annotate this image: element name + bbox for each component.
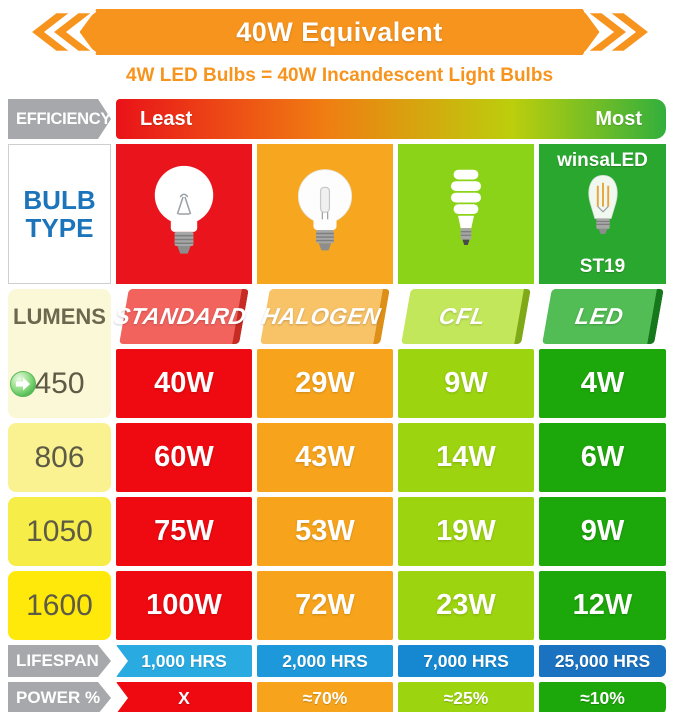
led-bulb-cell: winsaLED ST19 <box>539 144 666 284</box>
cfl-spiral-bulb-icon <box>450 169 482 245</box>
lumens-value: 806 <box>34 440 85 474</box>
double-chevron-left-icon <box>27 10 96 54</box>
watt-cell: 9W <box>398 349 534 418</box>
lifespan-label: LIFESPAN <box>8 645 111 677</box>
column-header-cfl: CFL <box>401 289 531 344</box>
watt-cell: 4W <box>539 349 666 418</box>
halogen-bulb-cell <box>257 144 393 284</box>
halogen-bulb-icon <box>297 169 353 251</box>
led-filament-bulb-icon <box>587 174 618 235</box>
lumens-1600: 1600 <box>8 571 111 640</box>
lifespan-cell: 25,000 HRS <box>539 645 666 677</box>
comparison-table: EFFICIENCY Least Most BULB TYPE <box>8 99 669 712</box>
lumens-value: 1600 <box>26 588 93 622</box>
power-cell: X <box>116 682 252 712</box>
lumens-value: 1050 <box>26 514 93 548</box>
column-header-standard: STANDARD <box>113 289 249 344</box>
watt-cell: 14W <box>398 423 534 492</box>
power-label: POWER % <box>8 682 111 712</box>
green-arrow-icon <box>10 370 36 397</box>
efficiency-most: Most <box>595 107 642 130</box>
power-cell: ≈70% <box>257 682 393 712</box>
power-cell: ≈25% <box>398 682 534 712</box>
efficiency-gradient-bar: Least Most <box>116 99 666 139</box>
watt-cell: 40W <box>116 349 252 418</box>
watt-cell: 53W <box>257 497 393 566</box>
banner-title: 40W Equivalent <box>80 9 600 55</box>
efficiency-label: EFFICIENCY <box>8 99 111 139</box>
watt-cell: 9W <box>539 497 666 566</box>
cfl-bulb-cell <box>398 144 534 284</box>
banner-row: 40W Equivalent <box>0 8 679 56</box>
watt-cell: 75W <box>116 497 252 566</box>
efficiency-least: Least <box>140 107 193 130</box>
column-header-led: LED <box>541 289 664 344</box>
watt-cell: 60W <box>116 423 252 492</box>
lifespan-cell: 7,000 HRS <box>398 645 534 677</box>
lumens-450: 450 <box>8 349 111 418</box>
subtitle: 4W LED Bulbs = 40W Incandescent Light Bu… <box>125 65 554 86</box>
led-model: ST19 <box>579 256 626 277</box>
lifespan-cell: 1,000 HRS <box>116 645 252 677</box>
watt-cell: 100W <box>116 571 252 640</box>
watt-cell: 6W <box>539 423 666 492</box>
standard-bulb-cell <box>116 144 252 284</box>
watt-cell: 43W <box>257 423 393 492</box>
watt-cell: 12W <box>539 571 666 640</box>
watt-cell: 23W <box>398 571 534 640</box>
led-brand: winsaLED <box>557 150 648 171</box>
column-header-halogen: HALOGEN <box>260 289 390 344</box>
watt-cell: 29W <box>257 349 393 418</box>
watt-cell: 19W <box>398 497 534 566</box>
lumens-value: 450 <box>34 366 85 400</box>
lumens-header: LUMENS <box>8 289 111 350</box>
power-cell: ≈10% <box>539 682 666 712</box>
bulb-type-label: BULB TYPE <box>8 144 111 284</box>
lumens-806: 806 <box>8 423 111 492</box>
watt-cell: 72W <box>257 571 393 640</box>
double-chevron-right-icon <box>583 10 652 54</box>
incandescent-bulb-icon <box>154 165 214 254</box>
lumens-1050: 1050 <box>8 497 111 566</box>
lifespan-cell: 2,000 HRS <box>257 645 393 677</box>
